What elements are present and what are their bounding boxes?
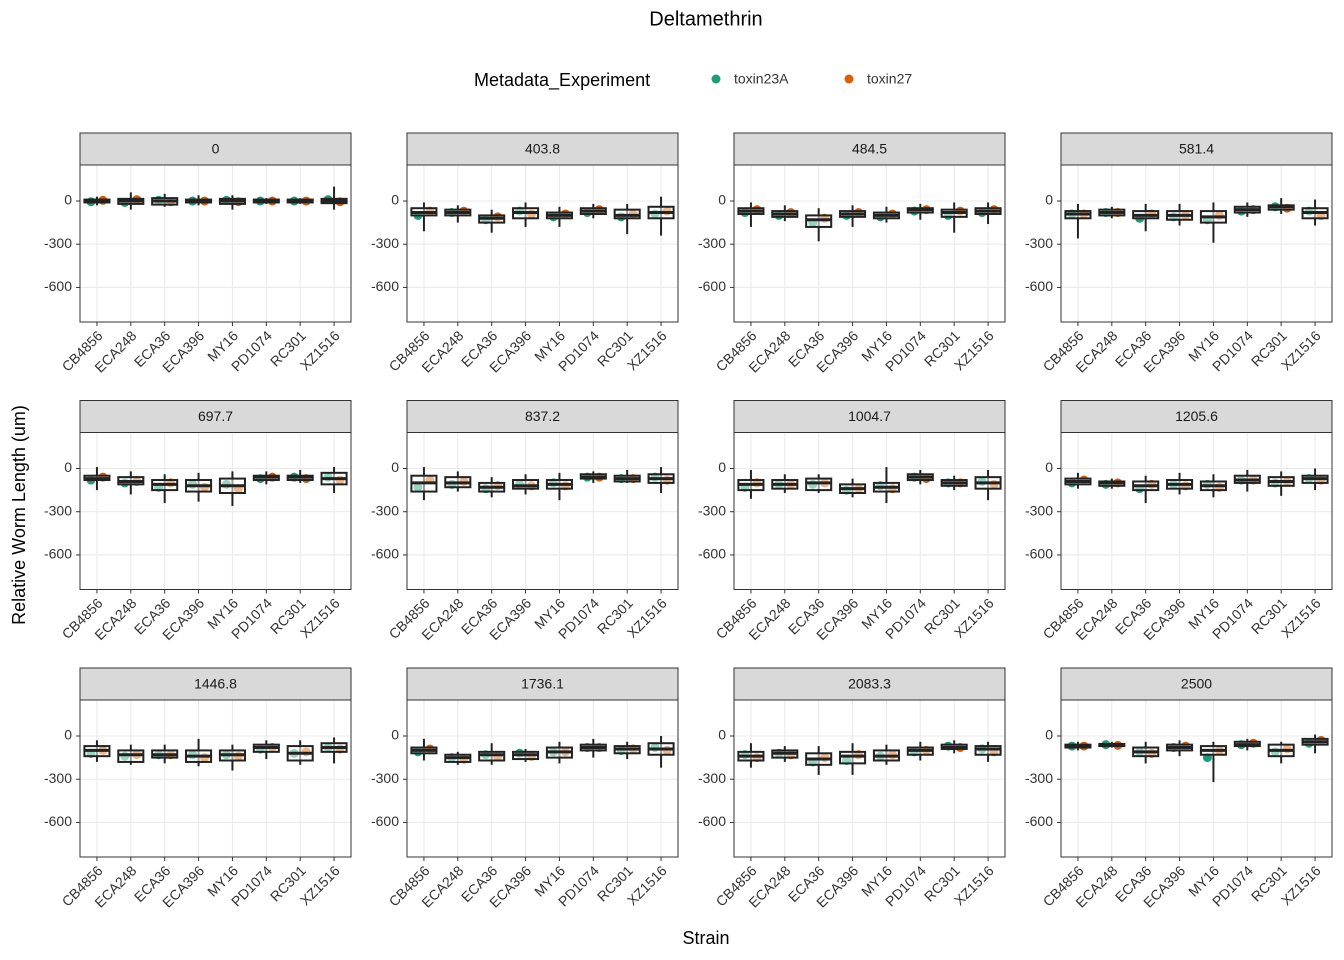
- panel-border: [1060, 699, 1333, 858]
- y-tick-label: -600: [698, 813, 726, 829]
- strip-background: [1060, 667, 1333, 701]
- y-tick-label: -600: [44, 546, 72, 562]
- y-tick-label: -300: [371, 235, 399, 251]
- y-tick-label: -300: [371, 770, 399, 786]
- y-axis-label: Relative Worm Length (um): [9, 405, 29, 625]
- y-tick-label: -600: [371, 546, 399, 562]
- y-tick-label: -300: [1025, 770, 1053, 786]
- strip-background: [406, 400, 679, 433]
- y-tick-label: -300: [698, 502, 726, 518]
- y-tick-label: 0: [64, 459, 72, 475]
- strip-background: [406, 667, 679, 701]
- y-tick-label: 0: [64, 727, 72, 743]
- y-tick-label: 0: [1045, 727, 1053, 743]
- y-tick-label: -600: [1025, 278, 1053, 294]
- panel-label: 1446.8: [194, 676, 237, 692]
- y-tick-label: -300: [44, 235, 72, 251]
- legend-label: toxin23A: [734, 71, 789, 87]
- panel-label: 0: [212, 141, 220, 157]
- y-tick-label: -300: [1025, 235, 1053, 251]
- y-tick-label: 0: [391, 459, 399, 475]
- legend-title: Metadata_Experiment: [474, 70, 650, 91]
- panel-border: [1060, 432, 1333, 590]
- strip-background: [1060, 132, 1333, 166]
- y-tick-label: 0: [718, 459, 726, 475]
- panel-border: [406, 164, 679, 323]
- y-tick-label: 0: [64, 192, 72, 208]
- legend-swatch: [844, 74, 854, 84]
- x-axis-label: Strain: [682, 928, 729, 948]
- panel-label: 1205.6: [1175, 408, 1218, 424]
- strip-background: [733, 667, 1006, 701]
- panel-border: [733, 432, 1006, 590]
- panel-border: [79, 699, 352, 858]
- strip-background: [79, 400, 352, 433]
- panel-border: [733, 164, 1006, 323]
- strip-background: [406, 132, 679, 166]
- panel-label: 484.5: [852, 141, 887, 157]
- y-tick-label: 0: [718, 192, 726, 208]
- y-tick-label: -600: [44, 813, 72, 829]
- panel-border: [79, 432, 352, 590]
- panel-border: [406, 432, 679, 590]
- panel-label: 1736.1: [521, 676, 564, 692]
- chart-title: Deltamethrin: [649, 8, 762, 30]
- y-tick-label: -600: [44, 278, 72, 294]
- panel-label: 2500: [1181, 676, 1212, 692]
- y-tick-label: -600: [698, 278, 726, 294]
- strip-background: [79, 132, 352, 166]
- strip-background: [79, 667, 352, 701]
- y-tick-label: 0: [391, 192, 399, 208]
- legend-label: toxin27: [867, 71, 912, 87]
- panel-border: [733, 699, 1006, 858]
- y-tick-label: 0: [1045, 192, 1053, 208]
- panel-border: [406, 699, 679, 858]
- y-tick-label: 0: [391, 727, 399, 743]
- panel-border: [79, 164, 352, 323]
- y-tick-label: -600: [371, 278, 399, 294]
- y-tick-label: -300: [44, 502, 72, 518]
- panel-label: 1004.7: [848, 408, 891, 424]
- y-tick-label: -600: [1025, 546, 1053, 562]
- y-tick-label: -600: [1025, 813, 1053, 829]
- y-tick-label: -300: [371, 502, 399, 518]
- y-tick-label: -300: [698, 770, 726, 786]
- panel-label: 697.7: [198, 408, 233, 424]
- strip-background: [1060, 400, 1333, 433]
- y-tick-label: 0: [718, 727, 726, 743]
- legend-swatch: [711, 74, 721, 84]
- y-tick-label: -300: [44, 770, 72, 786]
- panel-border: [1060, 164, 1333, 323]
- y-tick-label: -300: [1025, 502, 1053, 518]
- y-tick-label: -600: [371, 813, 399, 829]
- y-tick-label: -300: [698, 235, 726, 251]
- y-tick-label: -600: [698, 546, 726, 562]
- panel-label: 2083.3: [848, 676, 891, 692]
- strip-background: [733, 400, 1006, 433]
- y-tick-label: 0: [1045, 459, 1053, 475]
- panel-label: 581.4: [1179, 141, 1214, 157]
- panel-label: 837.2: [525, 408, 560, 424]
- panel-label: 403.8: [525, 141, 560, 157]
